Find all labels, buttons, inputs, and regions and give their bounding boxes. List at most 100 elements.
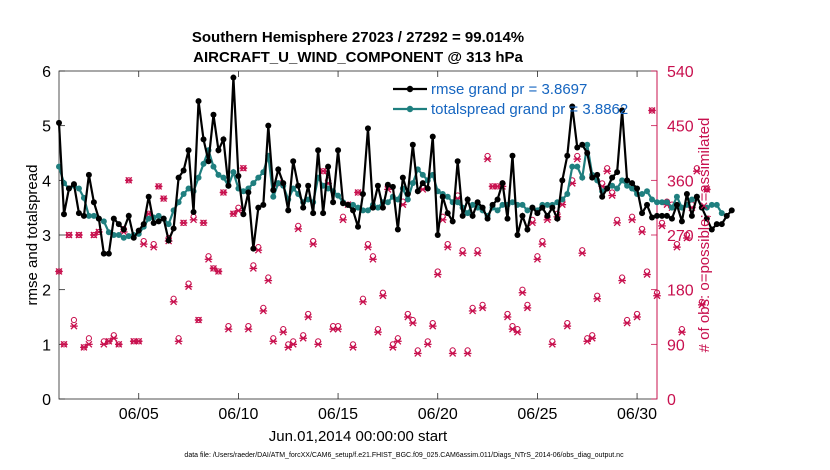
rmse-marker [374, 182, 381, 189]
totalspread-marker [374, 204, 381, 211]
obs-assimilated-marker [204, 255, 213, 263]
totalspread-marker [624, 182, 631, 189]
totalspread-marker [105, 229, 112, 236]
totalspread-marker [200, 160, 207, 167]
plot-frame [58, 70, 658, 400]
y-right-tick-label: 540 [667, 64, 694, 81]
rmse-marker [479, 204, 486, 211]
legend-marker [406, 105, 414, 113]
obs-assimilated-marker [249, 264, 258, 272]
rmse-marker [90, 199, 97, 206]
totalspread-marker [544, 201, 551, 208]
rmse-marker [444, 210, 451, 217]
obs-assimilated-marker [124, 176, 133, 184]
rmse-marker [280, 180, 287, 187]
x-tick-label: 06/15 [318, 406, 358, 423]
rmse-marker [75, 210, 82, 217]
obs-assimilated-marker [578, 249, 587, 257]
rmse-marker [619, 107, 626, 114]
totalspread-marker [75, 185, 82, 192]
rmse-marker [688, 212, 695, 219]
obs-assimilated-marker [65, 231, 73, 239]
rmse-marker [285, 207, 292, 214]
totalspread-marker [240, 188, 247, 195]
obs-assimilated-marker [259, 307, 268, 315]
obs-assimilated-marker [214, 267, 223, 275]
rmse-marker [325, 163, 332, 170]
rmse-marker [544, 212, 551, 219]
obs-assimilated-marker [194, 316, 203, 324]
rmse-marker [634, 185, 641, 192]
totalspread-marker [649, 196, 656, 203]
rmse-marker [419, 180, 426, 187]
obs-assimilated-marker [678, 328, 686, 336]
y-axis-right-label: # of obs: o=possible; ×=assimilated [696, 118, 713, 353]
obs-assimilated-marker [189, 216, 198, 224]
obs-assimilated-marker [294, 225, 302, 233]
obs-assimilated-marker [653, 292, 661, 300]
obs-assimilated-marker [698, 301, 706, 309]
obs-assimilated-marker [608, 192, 616, 199]
rmse-marker [439, 193, 446, 200]
rmse-marker [315, 147, 322, 154]
totalspread-marker [454, 199, 461, 206]
totalspread-marker [185, 185, 192, 192]
obs-assimilated-marker [633, 313, 641, 321]
rmse-marker [359, 191, 366, 197]
rmse-marker [509, 152, 516, 159]
obs-assimilated-marker [264, 277, 273, 285]
obs-assimilated-marker [613, 219, 621, 227]
rmse-marker [524, 226, 531, 233]
rmse-marker [424, 185, 431, 192]
obs-assimilated-marker [503, 313, 512, 321]
rmse-marker [504, 215, 511, 222]
rmse-marker [698, 204, 705, 211]
rmse-marker [56, 119, 62, 126]
rmse-marker [654, 212, 660, 219]
totalspread-marker [708, 201, 715, 208]
rmse-marker [195, 98, 202, 105]
y-tick-label: 3 [42, 228, 51, 245]
obs-assimilated-marker [149, 243, 158, 251]
rmse-marker [484, 215, 491, 222]
obs-assimilated-marker [199, 219, 208, 227]
rmse-marker [135, 227, 142, 234]
y-right-tick-label: 180 [667, 283, 694, 300]
legend-label: rmse grand pr = 3.8697 [431, 81, 587, 98]
obs-assimilated-marker [279, 328, 288, 336]
rmse-marker [718, 221, 725, 228]
totalspread-marker [155, 212, 162, 219]
obs-assimilated-marker [673, 243, 681, 251]
rmse-marker [489, 201, 496, 208]
rmse-marker [459, 212, 466, 219]
totalspread-marker [85, 212, 92, 219]
rmse-marker [369, 204, 376, 211]
obs-assimilated-marker [603, 167, 611, 175]
rmse-marker [310, 210, 317, 217]
totalspread-marker [519, 201, 526, 208]
rmse-marker [95, 215, 102, 222]
rmse-marker [210, 111, 217, 118]
footnote: data file: /Users/raeder/DAI/ATM_forcXX/… [184, 452, 624, 459]
rmse-marker [364, 125, 371, 132]
rmse-marker [330, 199, 337, 206]
rmse-marker [340, 200, 347, 207]
y-right-tick-label: 270 [667, 228, 694, 245]
rmse-marker [569, 103, 576, 110]
totalspread-marker [579, 174, 586, 181]
obs-assimilated-marker [70, 322, 78, 330]
rmse-marker [589, 174, 596, 181]
rmse-marker [140, 221, 147, 228]
obs-assimilated-marker [523, 304, 532, 312]
totalspread-marker [703, 204, 710, 211]
totalspread-marker [275, 180, 282, 187]
obs-assimilated-marker [394, 337, 402, 345]
totalspread-marker [464, 210, 471, 217]
totalspread-marker [574, 163, 581, 170]
obs-assimilated-marker [169, 298, 178, 306]
obs-assimilated-marker [139, 240, 148, 248]
y-right-tick-label: 450 [667, 119, 694, 136]
y-axis-label: rmse and totalspread [24, 165, 41, 306]
rmse-marker [649, 214, 656, 221]
rmse-marker [350, 207, 357, 214]
